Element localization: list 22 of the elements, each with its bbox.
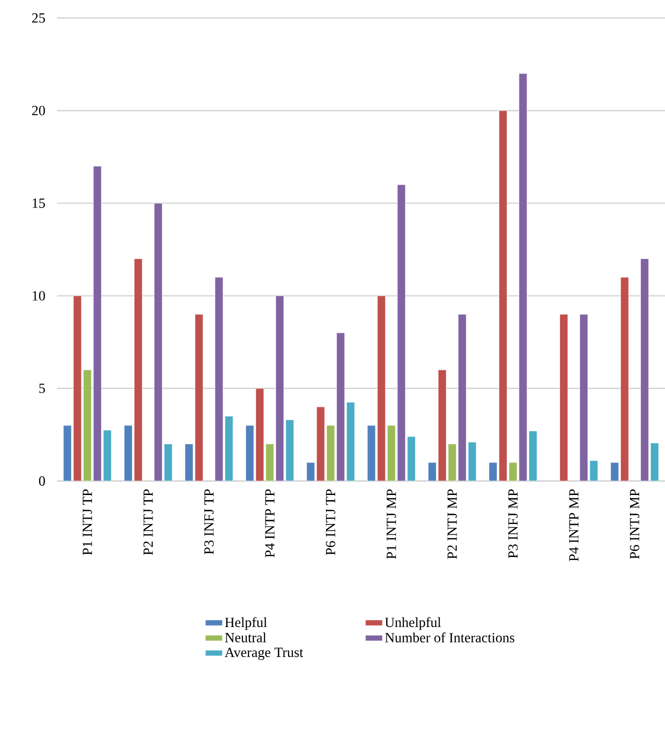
x-tick-label: P3 INFJ TP	[204, 489, 214, 554]
legend-label: Unhelpful	[384, 617, 441, 630]
x-tick-label: P1 INTJ TP	[82, 489, 92, 556]
y-tick-label: 20	[32, 106, 45, 116]
legend-label: Helpful	[225, 617, 267, 630]
x-tick-label: P4 INTP MP	[569, 489, 578, 562]
y-tick-label: 15	[32, 198, 45, 208]
x-tick-label: P2 INTJ TP	[144, 489, 153, 556]
bar	[560, 314, 568, 482]
legend-label: Number of Interactions	[385, 632, 514, 642]
x-tick-label: P1 INTJ MP	[386, 489, 396, 559]
x-tick-label: P6 INTJ TP	[326, 489, 336, 556]
legend-label: Average Trust	[224, 648, 304, 660]
x-tick-label: P4 INTP TP	[265, 489, 274, 558]
y-tick-label: 25	[32, 13, 45, 23]
y-tick-label: 5	[39, 384, 45, 394]
x-tick-label: P6 INTJ MP	[630, 489, 640, 559]
y-tick-label: 0	[39, 476, 45, 486]
x-tick-label: P2 INTJ MP	[448, 489, 457, 559]
y-tick-label: 10	[32, 291, 45, 301]
legend-label: Neutral	[225, 632, 266, 642]
x-tick-label: P3 INFJ MP	[508, 489, 518, 558]
